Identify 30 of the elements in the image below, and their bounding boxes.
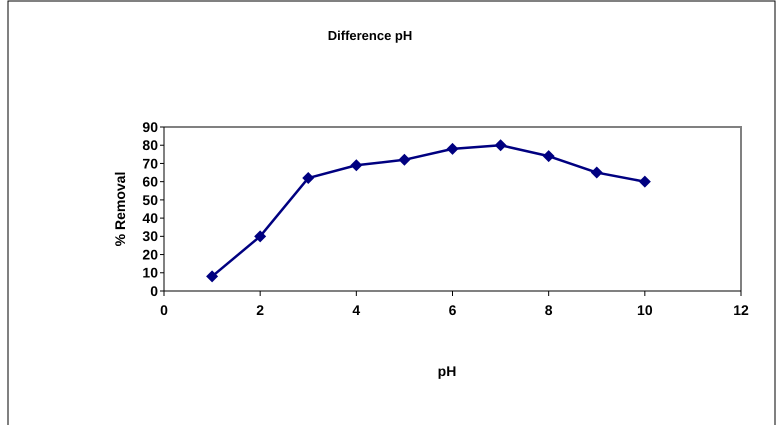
x-tick-label: 10 <box>637 302 653 318</box>
point <box>398 154 410 166</box>
x-tick-label: 12 <box>733 302 749 318</box>
point <box>350 159 362 172</box>
x-tick-label: 4 <box>352 302 360 318</box>
x-tick-label: 8 <box>544 302 553 318</box>
y-tick-label: 80 <box>142 137 158 154</box>
y-tick-label: 20 <box>142 246 158 262</box>
chart-title: Difference pH <box>328 28 412 43</box>
point <box>638 176 651 188</box>
x-axis-title: pH <box>438 363 456 379</box>
x-tick-label: 0 <box>160 302 168 318</box>
point <box>590 166 603 179</box>
y-tick-label: 60 <box>142 174 158 190</box>
point <box>494 139 507 152</box>
y-tick-label: 40 <box>142 210 158 226</box>
x-tick-label: 6 <box>448 302 457 318</box>
y-tick-label: 50 <box>142 192 158 208</box>
point <box>302 172 314 184</box>
x-tick-label: 2 <box>256 302 264 318</box>
point <box>254 230 266 242</box>
point <box>542 150 555 162</box>
y-tick-label: 10 <box>142 264 158 281</box>
point <box>206 270 218 282</box>
y-axis-title: % Removal <box>112 172 128 246</box>
y-tick-label: 90 <box>142 118 158 135</box>
y-tick-label: 70 <box>142 155 158 172</box>
point <box>446 142 458 155</box>
y-tick-label: 30 <box>142 228 158 244</box>
y-tick-label: 0 <box>150 282 158 299</box>
